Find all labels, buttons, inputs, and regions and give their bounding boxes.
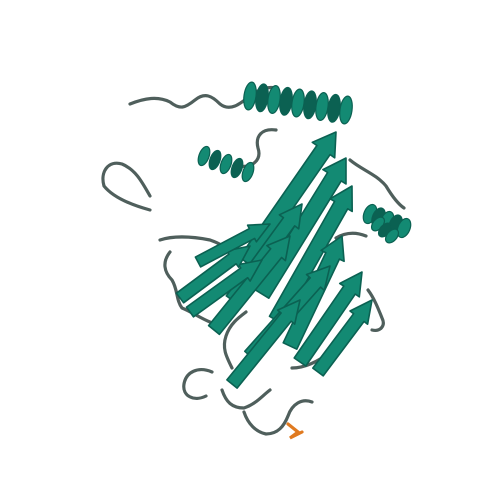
coil-segment (348, 158, 406, 210)
beta-strand (226, 299, 301, 389)
coil-segment (238, 128, 278, 168)
beta-strand (175, 245, 251, 304)
helix-turn (339, 95, 353, 125)
highlighted-segment (286, 422, 304, 440)
beta-strand (207, 235, 291, 336)
coil-segment (242, 399, 314, 436)
coil-segment (366, 288, 385, 332)
helix-turn (197, 145, 211, 167)
helix-turn (243, 81, 257, 111)
beta-sheet (175, 131, 373, 389)
orange-segment (286, 422, 304, 440)
coil-segment (220, 388, 272, 410)
beta-strand (268, 185, 354, 325)
coil-segment (182, 368, 214, 400)
coil-segment (101, 161, 152, 212)
helix-turn (327, 93, 341, 123)
beta-strand (293, 271, 363, 367)
coil-segment (334, 231, 368, 240)
helix-turn (291, 88, 305, 118)
beta-strand (185, 259, 263, 318)
helix-turn (219, 153, 233, 175)
beta-strand (311, 299, 373, 377)
helix-turn (208, 149, 222, 171)
helix-turn (396, 217, 412, 239)
coil-segment (222, 310, 248, 370)
beta-strand (194, 223, 271, 268)
helix-turn (255, 83, 269, 113)
helix-turn (384, 228, 400, 244)
helix-turn (230, 157, 244, 179)
helix-turn (279, 86, 293, 116)
alpha-helices (197, 81, 412, 244)
helix-turn (315, 92, 329, 121)
helix-turn (241, 161, 255, 183)
helix-turn (303, 90, 317, 120)
